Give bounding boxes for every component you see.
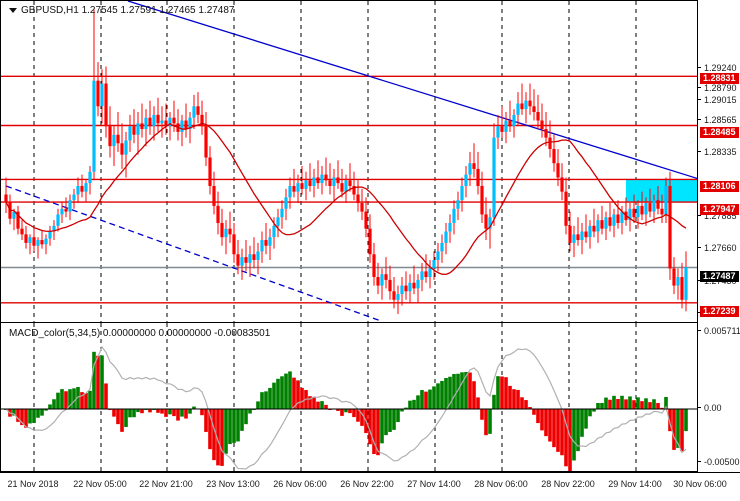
time-tick-label: 22 Nov 21:00 [139,479,193,489]
price-tick-label: 1.29240 [698,63,737,73]
price-chart-panel[interactable]: GBPUSD,H1 1.27545 1.27591 1.27465 1.2748… [0,0,698,323]
macd-panel[interactable]: MACD_color(5,34,5) 0.00000000 0.00000000… [0,322,698,472]
macd-tick-label: 0.00 [698,403,722,413]
macd-tick-label: 0.005711 [698,326,740,336]
macd-plot-area[interactable] [1,323,697,471]
time-tick-label: 27 Nov 14:00 [407,479,461,489]
time-tick-label: 28 Nov 06:00 [474,479,528,489]
price-tick-label: 1.28790 [698,83,737,93]
time-tick-label: 21 Nov 2018 [7,479,59,489]
price-tick-label: 1.27660 [698,243,737,253]
price-level-label[interactable]: 1.28485 [700,127,739,138]
price-tick-label: 1.28335 [698,147,737,157]
price-level-label[interactable]: 1.28831 [700,73,739,84]
price-level-label[interactable]: 1.27239 [700,306,739,317]
indicator-header: MACD_color(5,34,5) 0.00000000 0.00000000… [9,328,271,339]
current-price-label[interactable]: 1.27487 [700,271,739,282]
time-tick-label: 29 Nov 14:00 [608,479,662,489]
symbol-header: GBPUSD,H1 1.27545 1.27591 1.27465 1.2748… [9,5,235,16]
price-tick-label: 1.28565 [698,115,737,125]
time-tick-label: 28 Nov 22:00 [541,479,595,489]
time-tick-label: 22 Nov 05:00 [73,479,127,489]
collapse-caret-icon[interactable] [9,7,17,13]
time-tick-label: 23 Nov 13:00 [206,479,260,489]
price-level-label[interactable]: 1.27947 [700,204,739,215]
price-axis[interactable]: 1.29240 1.29015 1.28790 1.28565 1.28335 1.278… [697,0,740,472]
price-level-label[interactable]: 1.28106 [700,181,739,192]
time-tick-label: 30 Nov 06:00 [673,479,727,489]
time-axis[interactable]: 21 Nov 2018 22 Nov 05:00 22 Nov 21:00 23 No… [0,472,740,501]
symbol-header-text: GBPUSD,H1 1.27545 1.27591 1.27465 1.2748… [21,5,235,16]
price-plot-area[interactable] [1,1,697,322]
time-tick-label: 26 Nov 22:00 [340,479,394,489]
time-tick-label: 26 Nov 06:00 [273,479,327,489]
price-tick-label: 1.27885 [698,211,737,221]
price-tick-label: 1.29015 [698,95,737,105]
macd-tick-label: -0.005005 [698,457,740,467]
